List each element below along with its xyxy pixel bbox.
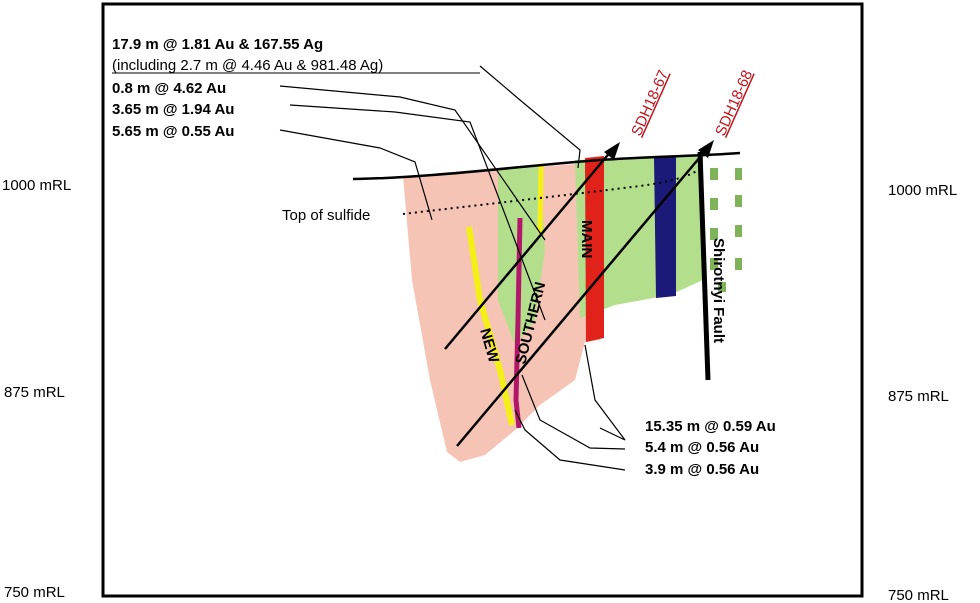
topography-line xyxy=(352,151,741,181)
main-vein xyxy=(585,156,604,342)
drillhole-arrow-67 xyxy=(604,142,620,160)
intercept-top-2: 0.8 m @ 4.62 Au xyxy=(112,80,226,97)
shirotnyi-fault-line xyxy=(697,151,711,381)
new-vein xyxy=(466,226,515,426)
section-frame xyxy=(101,2,864,598)
top-of-sulfide-line xyxy=(402,169,699,215)
intercept-bottom-1: 15.35 m @ 0.59 Au xyxy=(645,418,776,435)
main-vein-label: MAIN xyxy=(578,220,595,258)
blue-vein xyxy=(654,156,676,298)
drillhole-arrow-68 xyxy=(698,140,714,158)
drillhole-label-68: SDH18-68 xyxy=(712,68,756,139)
intercept-bottom-3: 3.9 m @ 0.56 Au xyxy=(645,461,759,478)
intercept-bottom-2: 5.4 m @ 0.56 Au xyxy=(645,439,759,456)
intercept-top-including: (including 2.7 m @ 4.46 Au & 981.48 Ag) xyxy=(112,57,383,74)
bottom-leader-lines xyxy=(514,344,626,471)
elevation-right-875: 875 mRL xyxy=(888,388,949,405)
elevation-left-750: 750 mRL xyxy=(4,584,65,601)
top-leader-lines xyxy=(279,65,581,321)
intercept-top-3: 3.65 m @ 1.94 Au xyxy=(112,101,234,118)
elevation-left-1000: 1000 mRL xyxy=(2,177,71,194)
elevation-right-1000: 1000 mRL xyxy=(888,182,957,199)
drillhole-label-67: SDH18-67 xyxy=(628,68,672,139)
intercept-top-4: 5.65 m @ 0.55 Au xyxy=(112,123,234,140)
fault-footwall-dashes xyxy=(710,168,742,292)
elevation-left-875: 875 mRL xyxy=(4,384,65,401)
salmon-zone xyxy=(403,162,600,462)
drillhole-traces xyxy=(444,149,707,447)
intercept-top-1: 17.9 m @ 1.81 Au & 167.55 Ag xyxy=(112,36,323,53)
fault-label: Shirotnyi Fault xyxy=(710,238,727,343)
top-of-sulfide-label: Top of sulfide xyxy=(282,207,370,224)
elevation-right-750: 750 mRL xyxy=(888,587,949,603)
